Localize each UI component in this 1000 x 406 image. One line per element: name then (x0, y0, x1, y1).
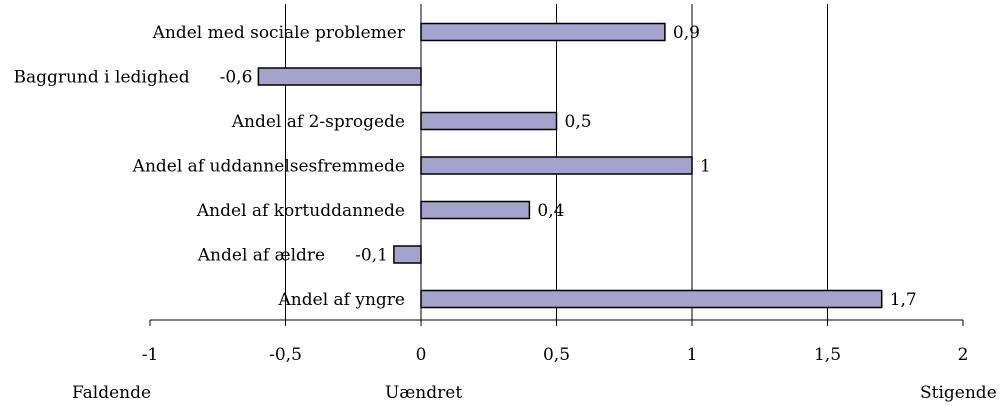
labels: 0,9 Andel med sociale problemer -0,6 Baggru… (13, 23, 916, 310)
bar-3 (420, 156, 693, 175)
x-tick-label-6: 2 (958, 345, 969, 365)
x-tick-label-3: 0,5 (543, 345, 570, 365)
x-tick-label-4: 1 (687, 345, 698, 365)
value-label-0: 0,9 (673, 23, 700, 43)
x-tick-label-2: 0 (416, 345, 427, 365)
x-tick-label-1: -0,5 (269, 345, 302, 365)
category-label-5: Andel af ældre (197, 246, 325, 266)
bar-4 (420, 200, 531, 220)
category-label-1: Baggrund i ledighed (13, 68, 189, 88)
bar-2 (420, 111, 558, 131)
value-label-5: -0,1 (355, 246, 388, 266)
x-tick-label-0: -1 (142, 345, 159, 365)
bar-1 (257, 67, 422, 86)
category-label-6: Andel af yngre (278, 290, 405, 310)
bar-0 (420, 22, 666, 42)
annotation-stigende: Stigende (920, 383, 997, 403)
value-label-3: 1 (700, 157, 711, 177)
bars (257, 22, 883, 309)
category-label-4: Andel af kortuddannede (196, 201, 405, 221)
bottom-annotations: Faldende Uændret Stigende (72, 383, 997, 403)
category-label-0: Andel med sociale problemer (152, 23, 406, 43)
bar-5 (393, 245, 422, 264)
value-label-2: 0,5 (565, 112, 592, 132)
x-tick-label-5: 1,5 (814, 345, 841, 365)
bar-6 (420, 289, 883, 309)
value-label-4: 0,4 (537, 201, 564, 221)
value-label-1: -0,6 (220, 68, 253, 88)
value-label-6: 1,7 (890, 290, 917, 310)
annotation-uaendret: Uændret (385, 383, 462, 403)
category-label-3: Andel af uddannelsesfremmede (132, 157, 405, 177)
category-label-2: Andel af 2-sprogede (231, 112, 405, 132)
x-axis: -1 -0,5 0 0,5 1 1,5 2 (142, 319, 969, 365)
annotation-faldende: Faldende (72, 383, 151, 403)
